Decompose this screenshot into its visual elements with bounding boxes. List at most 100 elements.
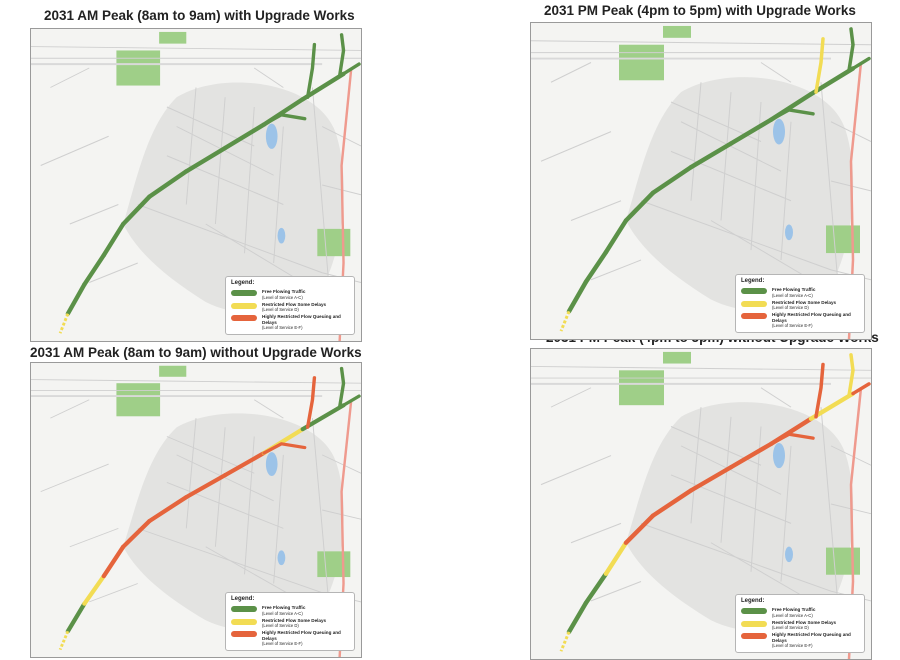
park-area bbox=[159, 365, 187, 377]
legend-swatch bbox=[741, 288, 767, 295]
highway-tail bbox=[58, 630, 70, 651]
east-link bbox=[851, 56, 871, 71]
east-link bbox=[341, 62, 361, 76]
north-link bbox=[305, 376, 317, 429]
legend-label: Highly Restricted Flow Queuing and Delay… bbox=[262, 630, 349, 646]
legend-item-red: Highly Restricted Flow Queuing and Delay… bbox=[231, 314, 349, 330]
highway-segment bbox=[603, 218, 629, 255]
north-link bbox=[814, 37, 825, 94]
park-area bbox=[619, 44, 664, 81]
lake bbox=[785, 546, 793, 563]
east-link bbox=[341, 394, 361, 407]
legend-sublabel: (Level of Service A-C) bbox=[772, 292, 813, 298]
highway-segment bbox=[222, 122, 267, 151]
highway-segment bbox=[101, 544, 126, 579]
park-area bbox=[663, 351, 691, 364]
ne-link bbox=[847, 353, 855, 398]
legend-item-red: Highly Restricted Flow Queuing and Delay… bbox=[741, 632, 859, 648]
highway-segment bbox=[82, 574, 106, 606]
urban-area bbox=[123, 82, 344, 313]
legend-title: Legend: bbox=[231, 596, 255, 603]
highway-segment bbox=[603, 540, 629, 576]
legend-item-green: Free Flowing Traffic (Level of Service A-… bbox=[231, 289, 349, 300]
legend-swatch bbox=[741, 300, 767, 307]
legend-item-green: Free Flowing Traffic (Level of Service A-… bbox=[741, 287, 859, 298]
legend-label: Highly Restricted Flow Queuing and Delay… bbox=[772, 312, 859, 328]
highway-segment bbox=[583, 571, 609, 605]
legend-sublabel: (Level of Service A-C) bbox=[262, 610, 303, 616]
legend-item-red: Highly Restricted Flow Queuing and Delay… bbox=[741, 312, 859, 328]
legend-label: Free Flowing Traffic (Level of Service A-… bbox=[262, 605, 306, 616]
highway-segment bbox=[65, 601, 87, 634]
highway-segment bbox=[583, 249, 609, 284]
east-link bbox=[851, 382, 871, 396]
legend-swatch bbox=[231, 290, 257, 297]
legend-sublabel: (Level of Service D) bbox=[772, 625, 809, 631]
highway-segment bbox=[728, 117, 774, 146]
legend-sublabel: (Level of Service E-F) bbox=[772, 643, 813, 648]
legend-sublabel: (Level of Service E-F) bbox=[262, 325, 303, 330]
legend-swatch bbox=[231, 606, 257, 613]
legend: Legend: Free Flowing Traffic (Level of Ser… bbox=[735, 594, 865, 653]
legend-swatch bbox=[741, 313, 767, 320]
highway-tail bbox=[58, 313, 70, 334]
lake bbox=[265, 452, 278, 477]
highway-segment bbox=[65, 282, 87, 316]
legend-label: Free Flowing Traffic (Level of Service A-… bbox=[262, 289, 306, 300]
park-area bbox=[116, 50, 161, 86]
highway-segment bbox=[566, 279, 589, 314]
highway-segment bbox=[650, 488, 694, 518]
highway-segment bbox=[82, 253, 106, 287]
ne-link bbox=[847, 27, 855, 73]
highway-segment bbox=[147, 495, 189, 524]
legend-swatch bbox=[231, 618, 257, 625]
panel-title-am-without: 2031 AM Peak (8am to 9am) without Upgrad… bbox=[30, 345, 362, 360]
legend-item-yellow: Restricted Flow Some Delays (Level of Ser… bbox=[231, 302, 349, 312]
legend: Legend: Free Flowing Traffic (Level of Ser… bbox=[735, 274, 865, 333]
ne-link bbox=[337, 366, 346, 409]
legend: Legend: Free Flowing Traffic (Level of Ser… bbox=[225, 592, 355, 651]
legend-label: Free Flowing Traffic (Level of Service A-… bbox=[772, 607, 816, 618]
ne-link bbox=[337, 33, 346, 78]
legend-label: Restricted Flow Some Delays (Level of Ser… bbox=[772, 619, 837, 631]
legend-label: Highly Restricted Flow Queuing and Delay… bbox=[772, 632, 859, 648]
highway-segment bbox=[121, 518, 152, 549]
highway-segment bbox=[147, 169, 189, 199]
park-area bbox=[317, 228, 351, 257]
legend-label: Restricted Flow Some Delays (Level of Ser… bbox=[772, 299, 837, 311]
lake bbox=[773, 118, 785, 145]
panel-title-pm-with: 2031 PM Peak (4pm to 5pm) with Upgrade W… bbox=[544, 3, 856, 18]
lake bbox=[773, 442, 785, 469]
map-am-without: Legend: Free Flowing Traffic (Level of Ser… bbox=[30, 362, 362, 658]
legend-label: Restricted Flow Some Delays (Level of Ser… bbox=[262, 301, 327, 313]
legend-item-red: Highly Restricted Flow Queuing and Delay… bbox=[231, 630, 349, 646]
legend-sublabel: (Level of Service A-C) bbox=[262, 294, 303, 300]
legend-label: Restricted Flow Some Delays (Level of Ser… bbox=[262, 617, 327, 629]
park-area bbox=[826, 225, 860, 254]
highway-segment bbox=[184, 473, 228, 500]
highway-segment bbox=[623, 513, 656, 545]
legend-label: Highly Restricted Flow Queuing and Delay… bbox=[262, 314, 349, 330]
highway-segment bbox=[623, 190, 656, 223]
branch-link bbox=[262, 442, 307, 455]
legend-sublabel: (Level of Service D) bbox=[262, 307, 299, 313]
highway-segment bbox=[728, 441, 774, 470]
highway-segment bbox=[566, 600, 589, 635]
park-area bbox=[317, 551, 351, 578]
legend-title: Legend: bbox=[741, 598, 765, 605]
highway-tail bbox=[559, 631, 571, 652]
highway-segment bbox=[184, 145, 228, 174]
legend-sublabel: (Level of Service A-C) bbox=[772, 612, 813, 618]
legend-item-yellow: Restricted Flow Some Delays (Level of Ser… bbox=[741, 300, 859, 310]
legend-swatch bbox=[231, 315, 257, 322]
map-pm-with: Legend: Free Flowing Traffic (Level of Ser… bbox=[530, 22, 872, 340]
park-area bbox=[159, 31, 187, 44]
legend-swatch bbox=[741, 633, 767, 640]
panel-title-am-with: 2031 AM Peak (8am to 9am) with Upgrade W… bbox=[44, 8, 355, 23]
branch-link bbox=[769, 108, 815, 122]
legend-swatch bbox=[231, 631, 257, 638]
map-am-with: Legend: Free Flowing Traffic (Level of Ser… bbox=[30, 28, 362, 342]
lake bbox=[265, 123, 278, 149]
local-streets bbox=[531, 365, 871, 640]
legend-sublabel: (Level of Service D) bbox=[772, 305, 809, 311]
